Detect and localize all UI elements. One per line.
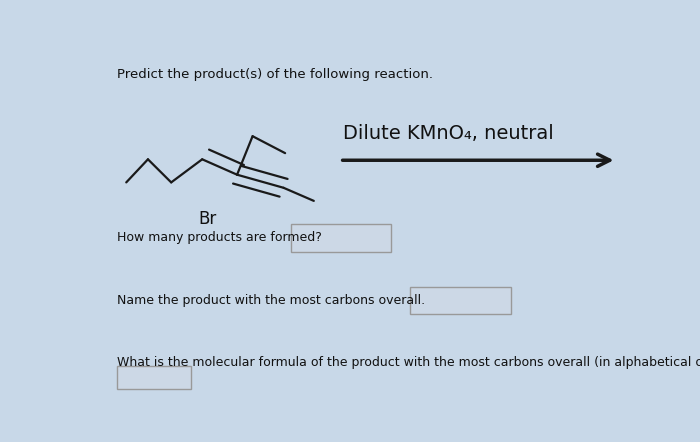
Text: Predict the product(s) of the following reaction.: Predict the product(s) of the following … (118, 69, 433, 81)
FancyBboxPatch shape (291, 224, 391, 252)
Text: How many products are formed?: How many products are formed? (118, 231, 322, 244)
Text: Dilute KMnO₄, neutral: Dilute KMnO₄, neutral (343, 123, 554, 142)
FancyBboxPatch shape (410, 286, 511, 314)
Text: What is the molecular formula of the product with the most carbons overall (in a: What is the molecular formula of the pro… (118, 355, 700, 369)
FancyBboxPatch shape (118, 366, 190, 389)
Text: Name the product with the most carbons overall.: Name the product with the most carbons o… (118, 294, 426, 307)
Text: Br: Br (199, 210, 217, 228)
